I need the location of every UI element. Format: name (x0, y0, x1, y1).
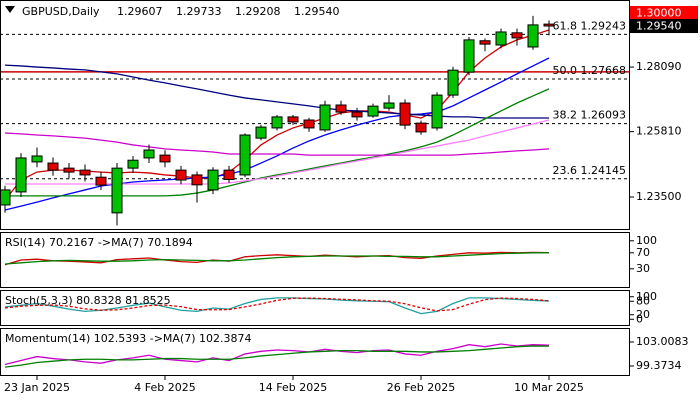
x-tick-label: 14 Feb 2025 (259, 381, 327, 394)
panel-title: Stoch(5,3,3) 80.8328 81.8525 (5, 294, 171, 307)
candle-body (191, 174, 203, 186)
indicator-line (4, 251, 550, 266)
panel-title: RSI(14) 70.2167 ->MA(7) 70.1894 (5, 236, 193, 249)
quote-value: 1.29208 (235, 5, 281, 18)
indicator-line (4, 57, 550, 211)
level-label: 50.0 1.27668 (553, 64, 626, 77)
price-tag (630, 19, 698, 34)
candle-body (271, 116, 283, 129)
quote-value: 1.29607 (117, 5, 163, 18)
panel (4, 343, 550, 368)
candle-body (223, 169, 235, 180)
panel-frame (0, 328, 630, 376)
price-tag (630, 5, 698, 20)
y-tick-label: 100 (636, 290, 657, 303)
chart-title: GBPUSD,Daily (22, 5, 100, 18)
candle-body (383, 102, 395, 109)
candle-body (399, 102, 411, 126)
candle-body (159, 154, 171, 163)
candle-body (447, 69, 459, 96)
panel-frame (0, 290, 630, 326)
quote-value: 1.29733 (176, 5, 222, 18)
x-tick-label: 4 Feb 2025 (134, 381, 195, 394)
y-tick-label: 20 (636, 308, 650, 321)
candle-body (479, 40, 491, 45)
candle-body (255, 126, 267, 139)
y-tick-label: 30 (636, 262, 650, 275)
candle-body (15, 157, 27, 193)
candle-body (303, 119, 315, 129)
candle-body (527, 24, 539, 48)
y-tick-label: 100 (636, 234, 657, 247)
indicator-line (4, 297, 550, 315)
panel-title: Momentum(14) 102.5393 ->MA(7) 102.3874 (5, 332, 252, 345)
candle-body (111, 167, 123, 214)
candle-body (511, 32, 523, 39)
panel (0, 15, 630, 226)
y-tick-label: 80 (636, 294, 650, 307)
candle-body (351, 111, 363, 118)
panel-frame (0, 232, 630, 288)
candle-body (175, 169, 187, 181)
level-label: 38.2 1.26093 (553, 109, 626, 122)
candle-body (239, 134, 251, 176)
candle-body (207, 169, 219, 191)
y-tick-label: 1.23500 (636, 190, 682, 203)
y-tick-label: 1.25810 (636, 125, 682, 138)
y-tick-label: 0 (636, 312, 643, 325)
candle-body (143, 149, 155, 159)
collapse-icon (5, 6, 15, 13)
x-tick-label: 23 Jan 2025 (4, 381, 70, 394)
candle-body (79, 169, 91, 176)
candle-body (495, 31, 507, 46)
indicator-line (4, 252, 550, 265)
panel (4, 251, 550, 266)
candle-body (543, 23, 555, 27)
candle-body (287, 116, 299, 123)
price-tag-label: 1.30000 (636, 6, 682, 19)
candle-body (0, 189, 11, 206)
candle-body (335, 104, 347, 113)
indicator-line (4, 297, 550, 312)
level-label: 23.6 1.24145 (553, 164, 626, 177)
candle-body (431, 94, 443, 129)
candle-body (127, 159, 139, 169)
y-tick-label: 103.0083 (636, 335, 689, 348)
level-label: 61.8 1.29243 (553, 19, 626, 32)
indicator-line (4, 345, 550, 368)
x-tick-label: 26 Feb 2025 (387, 381, 455, 394)
candle-body (319, 104, 331, 131)
indicator-line (5, 88, 550, 197)
indicator-line (4, 343, 550, 366)
x-tick-label: 10 Mar 2025 (514, 381, 584, 394)
panel (4, 297, 550, 315)
candle-body (463, 39, 475, 73)
y-tick-label: 99.3734 (636, 359, 682, 372)
candle-body (47, 162, 59, 171)
candle-body (63, 167, 75, 173)
candle-body (95, 176, 107, 186)
indicator-line (4, 64, 549, 119)
panel-frame (0, 0, 630, 230)
candle-body (367, 105, 379, 117)
y-tick-label: 1.28090 (636, 60, 682, 73)
y-tick-label: 70 (636, 246, 650, 259)
price-tag-label: 1.29540 (636, 20, 682, 33)
quote-value: 1.29540 (294, 5, 340, 18)
indicator-line (4, 132, 550, 156)
candle-body (415, 122, 427, 133)
candle-body (31, 155, 43, 163)
